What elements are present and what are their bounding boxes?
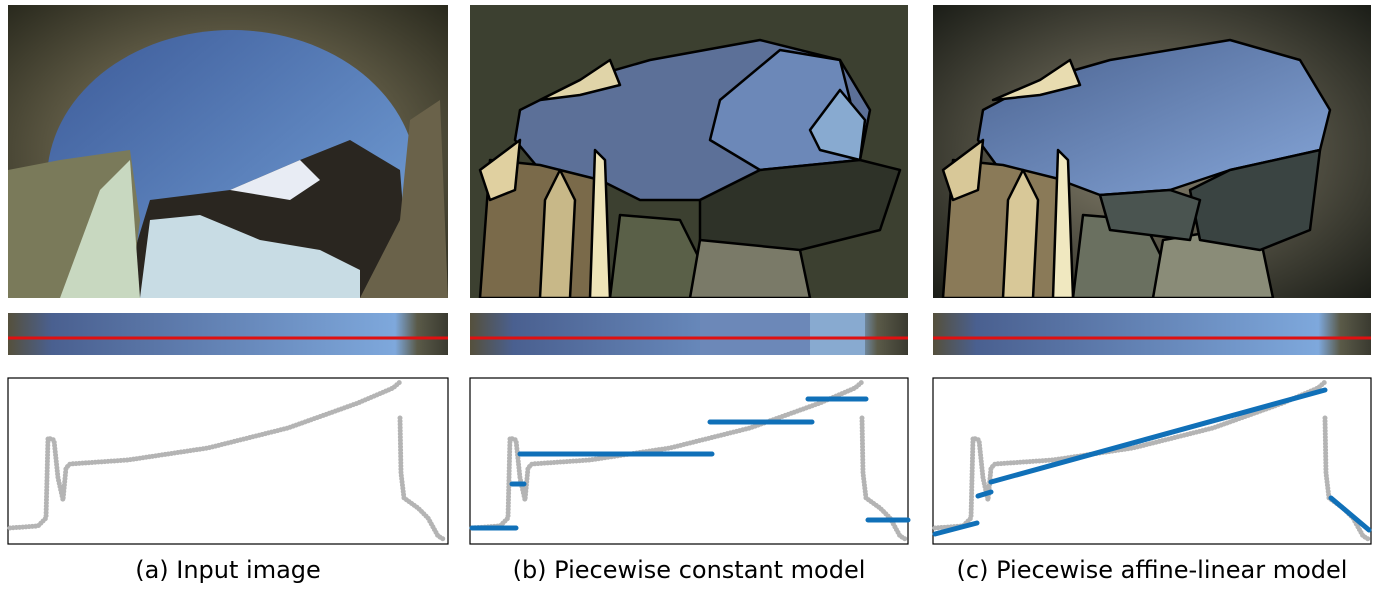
figure: (a) Input image (b) Piecewise constant m… — [0, 0, 1375, 594]
input-image — [8, 5, 448, 330]
caption: (b) Piecewise constant model — [513, 556, 866, 584]
plot-a — [8, 378, 448, 544]
image-strips — [8, 313, 1371, 355]
constant-model-image — [470, 5, 908, 298]
caption: (c) Piecewise affine-linear model — [957, 556, 1348, 584]
affine-model-image — [933, 5, 1371, 298]
caption: (a) Input image — [135, 556, 321, 584]
plot-c — [933, 378, 1371, 544]
plot-b — [470, 378, 908, 544]
